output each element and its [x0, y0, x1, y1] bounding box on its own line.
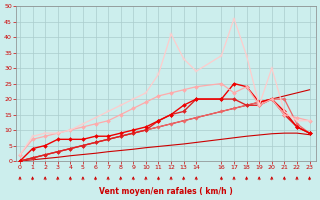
- X-axis label: Vent moyen/en rafales ( km/h ): Vent moyen/en rafales ( km/h ): [99, 187, 233, 196]
